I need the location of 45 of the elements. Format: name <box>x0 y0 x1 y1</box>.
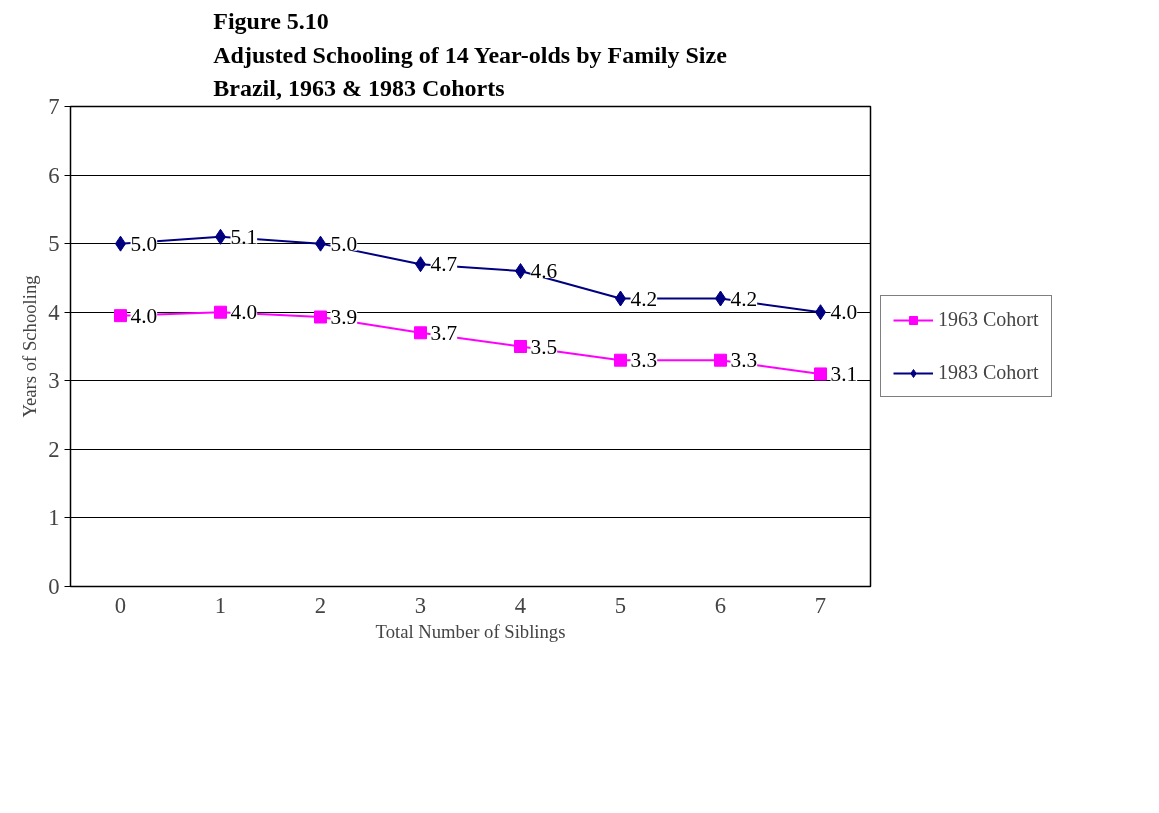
data-label: 3.1 <box>830 361 858 386</box>
y-tick-label: 1 <box>48 505 60 531</box>
data-label: 5.0 <box>330 231 358 256</box>
point <box>514 340 527 353</box>
data-label: 4.2 <box>730 286 758 311</box>
y-tick-label: 7 <box>48 94 60 119</box>
y-tick-label: 2 <box>48 436 60 462</box>
data-label: 3.9 <box>330 305 358 330</box>
x-tick-label: 6 <box>714 592 727 618</box>
x-tick-label: 4 <box>514 592 527 618</box>
y-tick-label: 4 <box>48 299 60 325</box>
x-tick-label: 0 <box>114 592 127 618</box>
data-label: 4.0 <box>130 303 158 328</box>
x-tick-label: 3 <box>414 592 427 618</box>
data-label: 4.0 <box>830 300 858 325</box>
point <box>714 353 727 367</box>
x-tick-label: 2 <box>314 592 327 618</box>
x-tick-label: 5 <box>614 592 627 618</box>
data-label: 4.2 <box>630 286 658 311</box>
data-label: 3.3 <box>730 348 758 373</box>
data-label: 3.7 <box>430 320 458 345</box>
data-label: 5.1 <box>230 224 258 249</box>
data-label: 4.7 <box>430 252 458 277</box>
data-label: 4.0 <box>230 300 258 325</box>
chart-title: Figure 5.10 Adjusted Schooling of 14 Year-olds by Family Size Brazil, 1963 & 1983 Cohorts <box>213 7 728 102</box>
x-tick-label: 1 <box>214 592 227 618</box>
point <box>214 305 227 319</box>
y-tick-label: 5 <box>48 231 60 257</box>
legend-label: 1983 Cohort <box>938 361 1039 384</box>
y-tick-label: 6 <box>48 162 60 188</box>
x-tick-label: 7 <box>814 592 827 618</box>
data-label: 3.3 <box>630 348 658 373</box>
data-label: 5.0 <box>130 231 158 256</box>
data-label: 4.6 <box>530 259 558 284</box>
point <box>414 326 427 340</box>
x-axis-title: Total Number of Siblings <box>375 620 566 642</box>
data-label: 3.5 <box>530 334 558 359</box>
legend-label: 1963 Cohort <box>938 308 1039 331</box>
y-tick-label: 0 <box>48 574 60 599</box>
point <box>614 353 627 367</box>
point <box>314 310 327 324</box>
point <box>114 309 127 323</box>
y-tick-label: 3 <box>48 368 60 394</box>
y-axis-title: Years of Schooling <box>19 275 41 418</box>
point <box>814 367 827 381</box>
